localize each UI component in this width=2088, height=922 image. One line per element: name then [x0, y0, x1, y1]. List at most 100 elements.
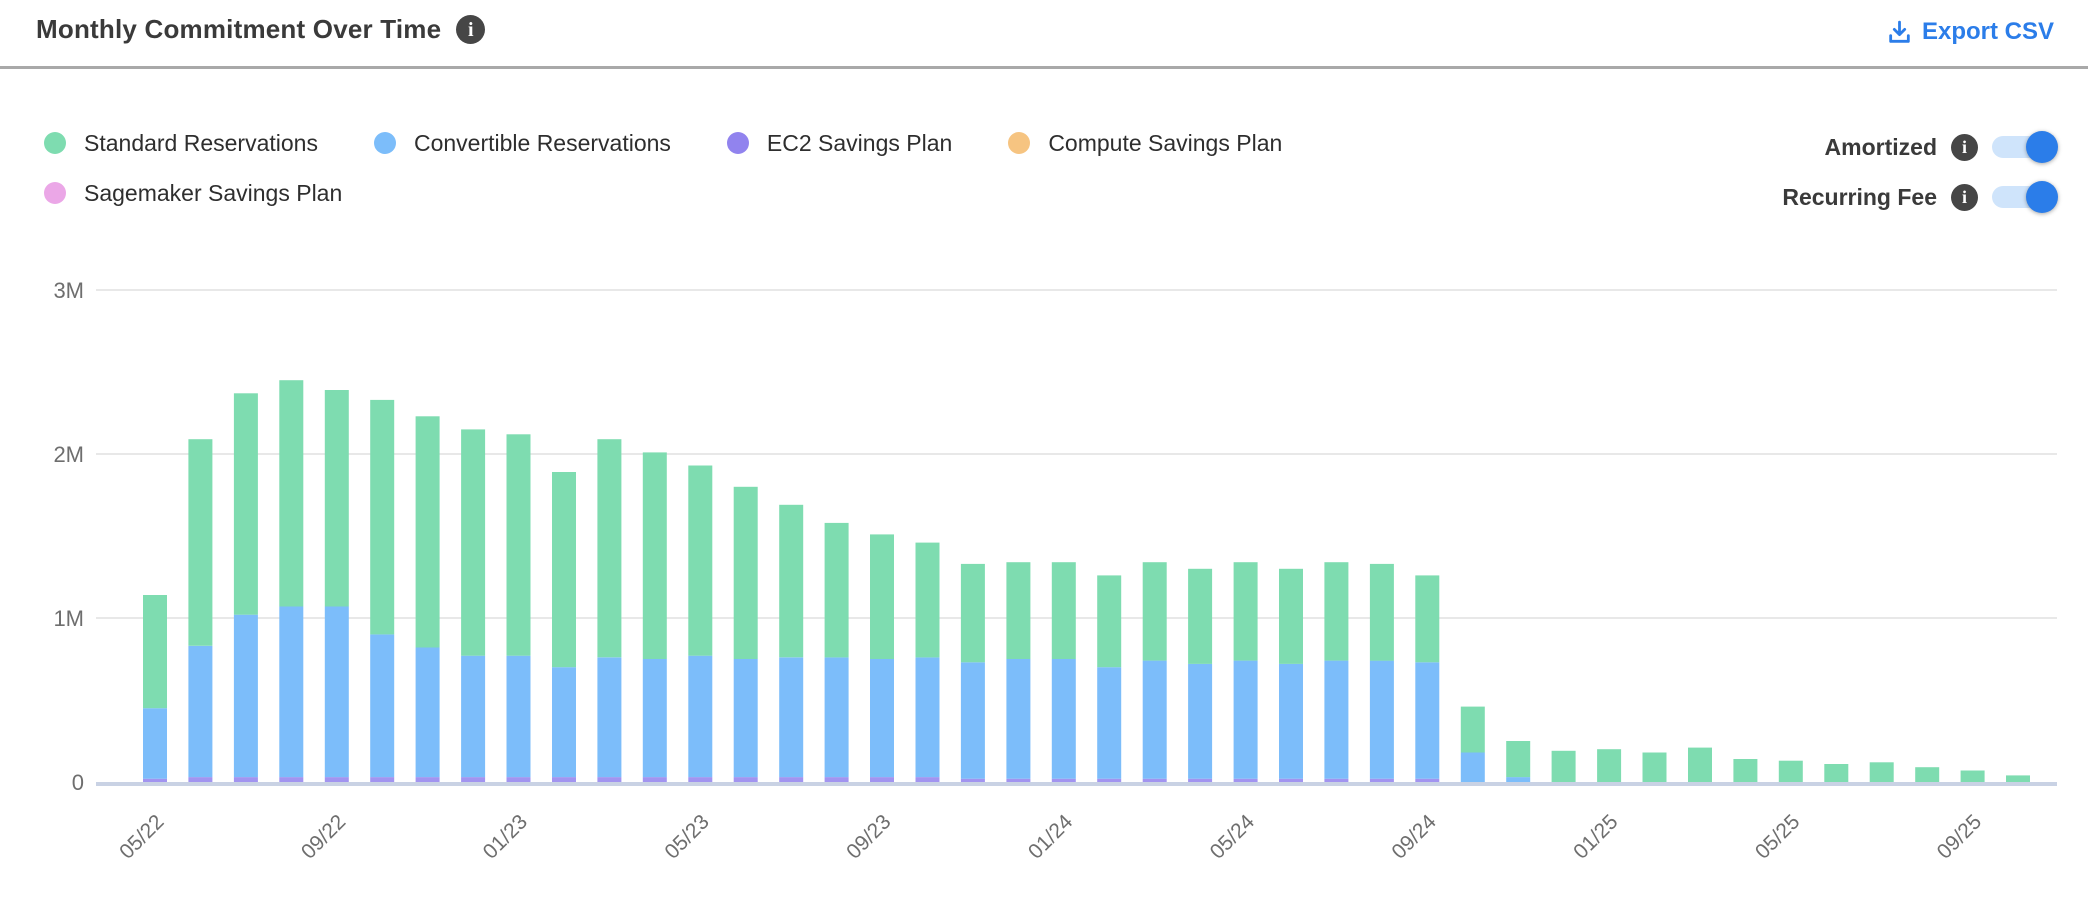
legend-item-compute-savings-plan[interactable]: Compute Savings Plan — [1008, 128, 1282, 158]
bar-segment[interactable] — [870, 534, 894, 659]
bar-segment[interactable] — [1188, 778, 1213, 782]
legend-item-convertible-reservations[interactable]: Convertible Reservations — [373, 128, 671, 158]
bar-segment[interactable] — [1915, 767, 1940, 782]
bar-segment[interactable] — [597, 657, 622, 778]
bar-segment[interactable] — [1597, 749, 1622, 782]
bar-segment[interactable] — [233, 393, 258, 615]
bar-segment[interactable] — [324, 606, 349, 778]
bar-segment[interactable] — [552, 667, 576, 778]
bar-segment[interactable] — [688, 655, 713, 778]
bar-segment[interactable] — [733, 777, 758, 782]
legend-item-standard-reservations[interactable]: Standard Reservations — [44, 128, 318, 158]
bar-segment[interactable] — [1733, 759, 1758, 782]
bar-segment[interactable] — [188, 777, 213, 782]
bar-segment[interactable] — [143, 708, 167, 779]
bar-segment[interactable] — [1188, 568, 1213, 664]
bar-segment[interactable] — [1415, 662, 1440, 779]
bar-segment[interactable] — [461, 429, 486, 656]
amortized-toggle[interactable] — [1992, 130, 2058, 164]
bar-segment[interactable] — [370, 399, 395, 635]
bar-segment[interactable] — [1551, 750, 1576, 782]
bar-segment[interactable] — [779, 504, 804, 658]
bar-segment[interactable] — [824, 657, 849, 778]
amortized-info-icon[interactable]: i — [1951, 133, 1978, 161]
bar-segment[interactable] — [688, 777, 713, 782]
bar-segment[interactable] — [506, 434, 531, 656]
bar-segment[interactable] — [1324, 778, 1349, 782]
bar-segment[interactable] — [1369, 563, 1394, 661]
bar-segment[interactable] — [915, 777, 940, 782]
legend-item-ec2-savings-plan[interactable]: EC2 Savings Plan — [726, 128, 952, 158]
bar-segment[interactable] — [1369, 660, 1394, 779]
bar-segment[interactable] — [415, 777, 440, 782]
bar-segment[interactable] — [1642, 752, 1667, 783]
bar-segment[interactable] — [143, 778, 167, 782]
bar-segment[interactable] — [1188, 663, 1213, 779]
bar-segment[interactable] — [370, 634, 395, 778]
bar-segment[interactable] — [461, 655, 486, 778]
bar-segment[interactable] — [188, 439, 213, 646]
bar-segment[interactable] — [461, 777, 486, 782]
bar-segment[interactable] — [915, 657, 940, 778]
bar-segment[interactable] — [1688, 747, 1712, 782]
bar-segment[interactable] — [1142, 660, 1167, 779]
bar-segment[interactable] — [1506, 741, 1531, 778]
bar-segment[interactable] — [1142, 778, 1167, 782]
bar-segment[interactable] — [1051, 659, 1076, 779]
bar-segment[interactable] — [1279, 663, 1303, 779]
bar-segment[interactable] — [506, 655, 531, 778]
export-csv-button[interactable]: Export CSV — [1886, 18, 2054, 46]
bar-segment[interactable] — [1778, 760, 1803, 782]
bar-segment[interactable] — [233, 614, 258, 778]
bar-segment[interactable] — [1460, 752, 1485, 783]
bar-segment[interactable] — [143, 595, 167, 709]
bar-segment[interactable] — [1415, 575, 1440, 663]
bar-segment[interactable] — [415, 416, 440, 648]
bar-segment[interactable] — [688, 465, 713, 656]
bar-segment[interactable] — [1324, 660, 1349, 779]
bar-segment[interactable] — [1097, 575, 1122, 668]
bar-segment[interactable] — [2006, 775, 2030, 782]
bar-segment[interactable] — [779, 657, 804, 778]
bar-segment[interactable] — [1142, 562, 1167, 661]
bar-segment[interactable] — [642, 777, 667, 782]
bar-segment[interactable] — [1097, 667, 1122, 779]
legend-item-sagemaker-savings-plan[interactable]: Sagemaker Savings Plan — [44, 178, 342, 208]
bar-segment[interactable] — [1506, 777, 1531, 782]
bar-segment[interactable] — [1324, 562, 1349, 661]
bar-segment[interactable] — [1869, 762, 1894, 782]
bar-segment[interactable] — [279, 777, 304, 782]
bar-segment[interactable] — [642, 452, 667, 659]
bar-segment[interactable] — [1960, 770, 1985, 783]
bar-segment[interactable] — [1233, 778, 1258, 782]
bar-segment[interactable] — [1415, 778, 1440, 782]
bar-segment[interactable] — [1006, 778, 1031, 782]
bar-segment[interactable] — [1051, 778, 1076, 782]
bar-segment[interactable] — [1369, 778, 1394, 782]
bar-segment[interactable] — [597, 777, 622, 782]
recurring-fee-info-icon[interactable]: i — [1951, 183, 1978, 211]
bar-segment[interactable] — [552, 777, 576, 782]
bar-segment[interactable] — [1460, 706, 1485, 753]
recurring-fee-toggle[interactable] — [1992, 180, 2058, 214]
bar-segment[interactable] — [279, 380, 304, 607]
bar-segment[interactable] — [324, 390, 349, 607]
bar-segment[interactable] — [733, 659, 758, 778]
bar-segment[interactable] — [1824, 764, 1849, 782]
bar-segment[interactable] — [1097, 778, 1122, 782]
bar-segment[interactable] — [870, 777, 894, 782]
bar-segment[interactable] — [824, 522, 849, 658]
bar-segment[interactable] — [960, 778, 985, 782]
title-info-icon[interactable]: i — [456, 15, 486, 44]
bar-segment[interactable] — [1279, 568, 1303, 664]
bar-segment[interactable] — [188, 645, 213, 778]
bar-segment[interactable] — [960, 662, 985, 779]
bar-segment[interactable] — [1006, 659, 1031, 779]
bar-segment[interactable] — [779, 777, 804, 782]
bar-segment[interactable] — [279, 606, 304, 778]
bar-segment[interactable] — [1006, 562, 1031, 659]
bar-segment[interactable] — [960, 563, 985, 663]
bar-segment[interactable] — [597, 439, 622, 658]
bar-segment[interactable] — [642, 659, 667, 778]
